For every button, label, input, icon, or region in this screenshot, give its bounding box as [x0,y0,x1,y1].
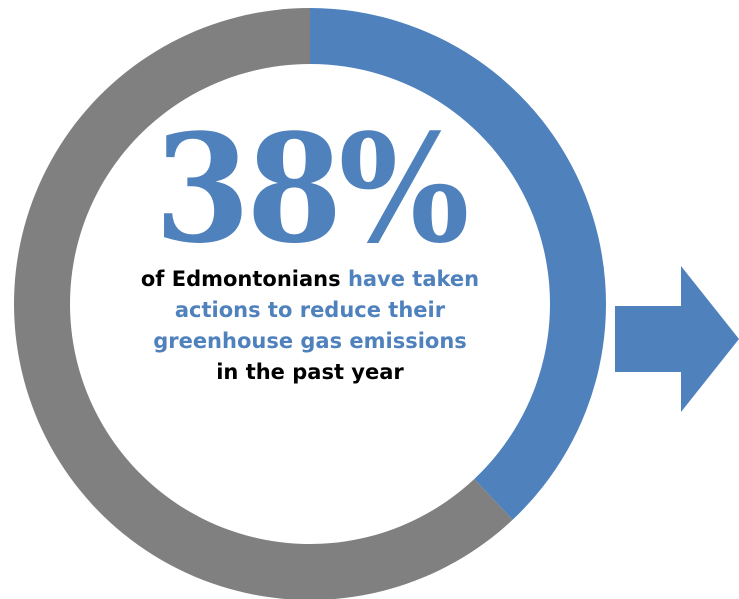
caption: of Edmontonians have taken actions to re… [115,264,505,388]
center-label: 38% of Edmontonians have taken actions t… [115,114,505,388]
caption-part-3: in the past year [216,360,404,384]
percent-value: 38% [154,100,469,277]
caption-part-2: have taken actions to reduce their green… [153,267,480,353]
donut-chart [14,8,606,599]
caption-part-1: of Edmontonians [140,267,348,291]
right-arrow-icon [615,266,739,412]
donut-slice-remainder [14,8,513,599]
donut-slice-highlight [310,8,606,520]
arrow-shape [615,266,739,412]
